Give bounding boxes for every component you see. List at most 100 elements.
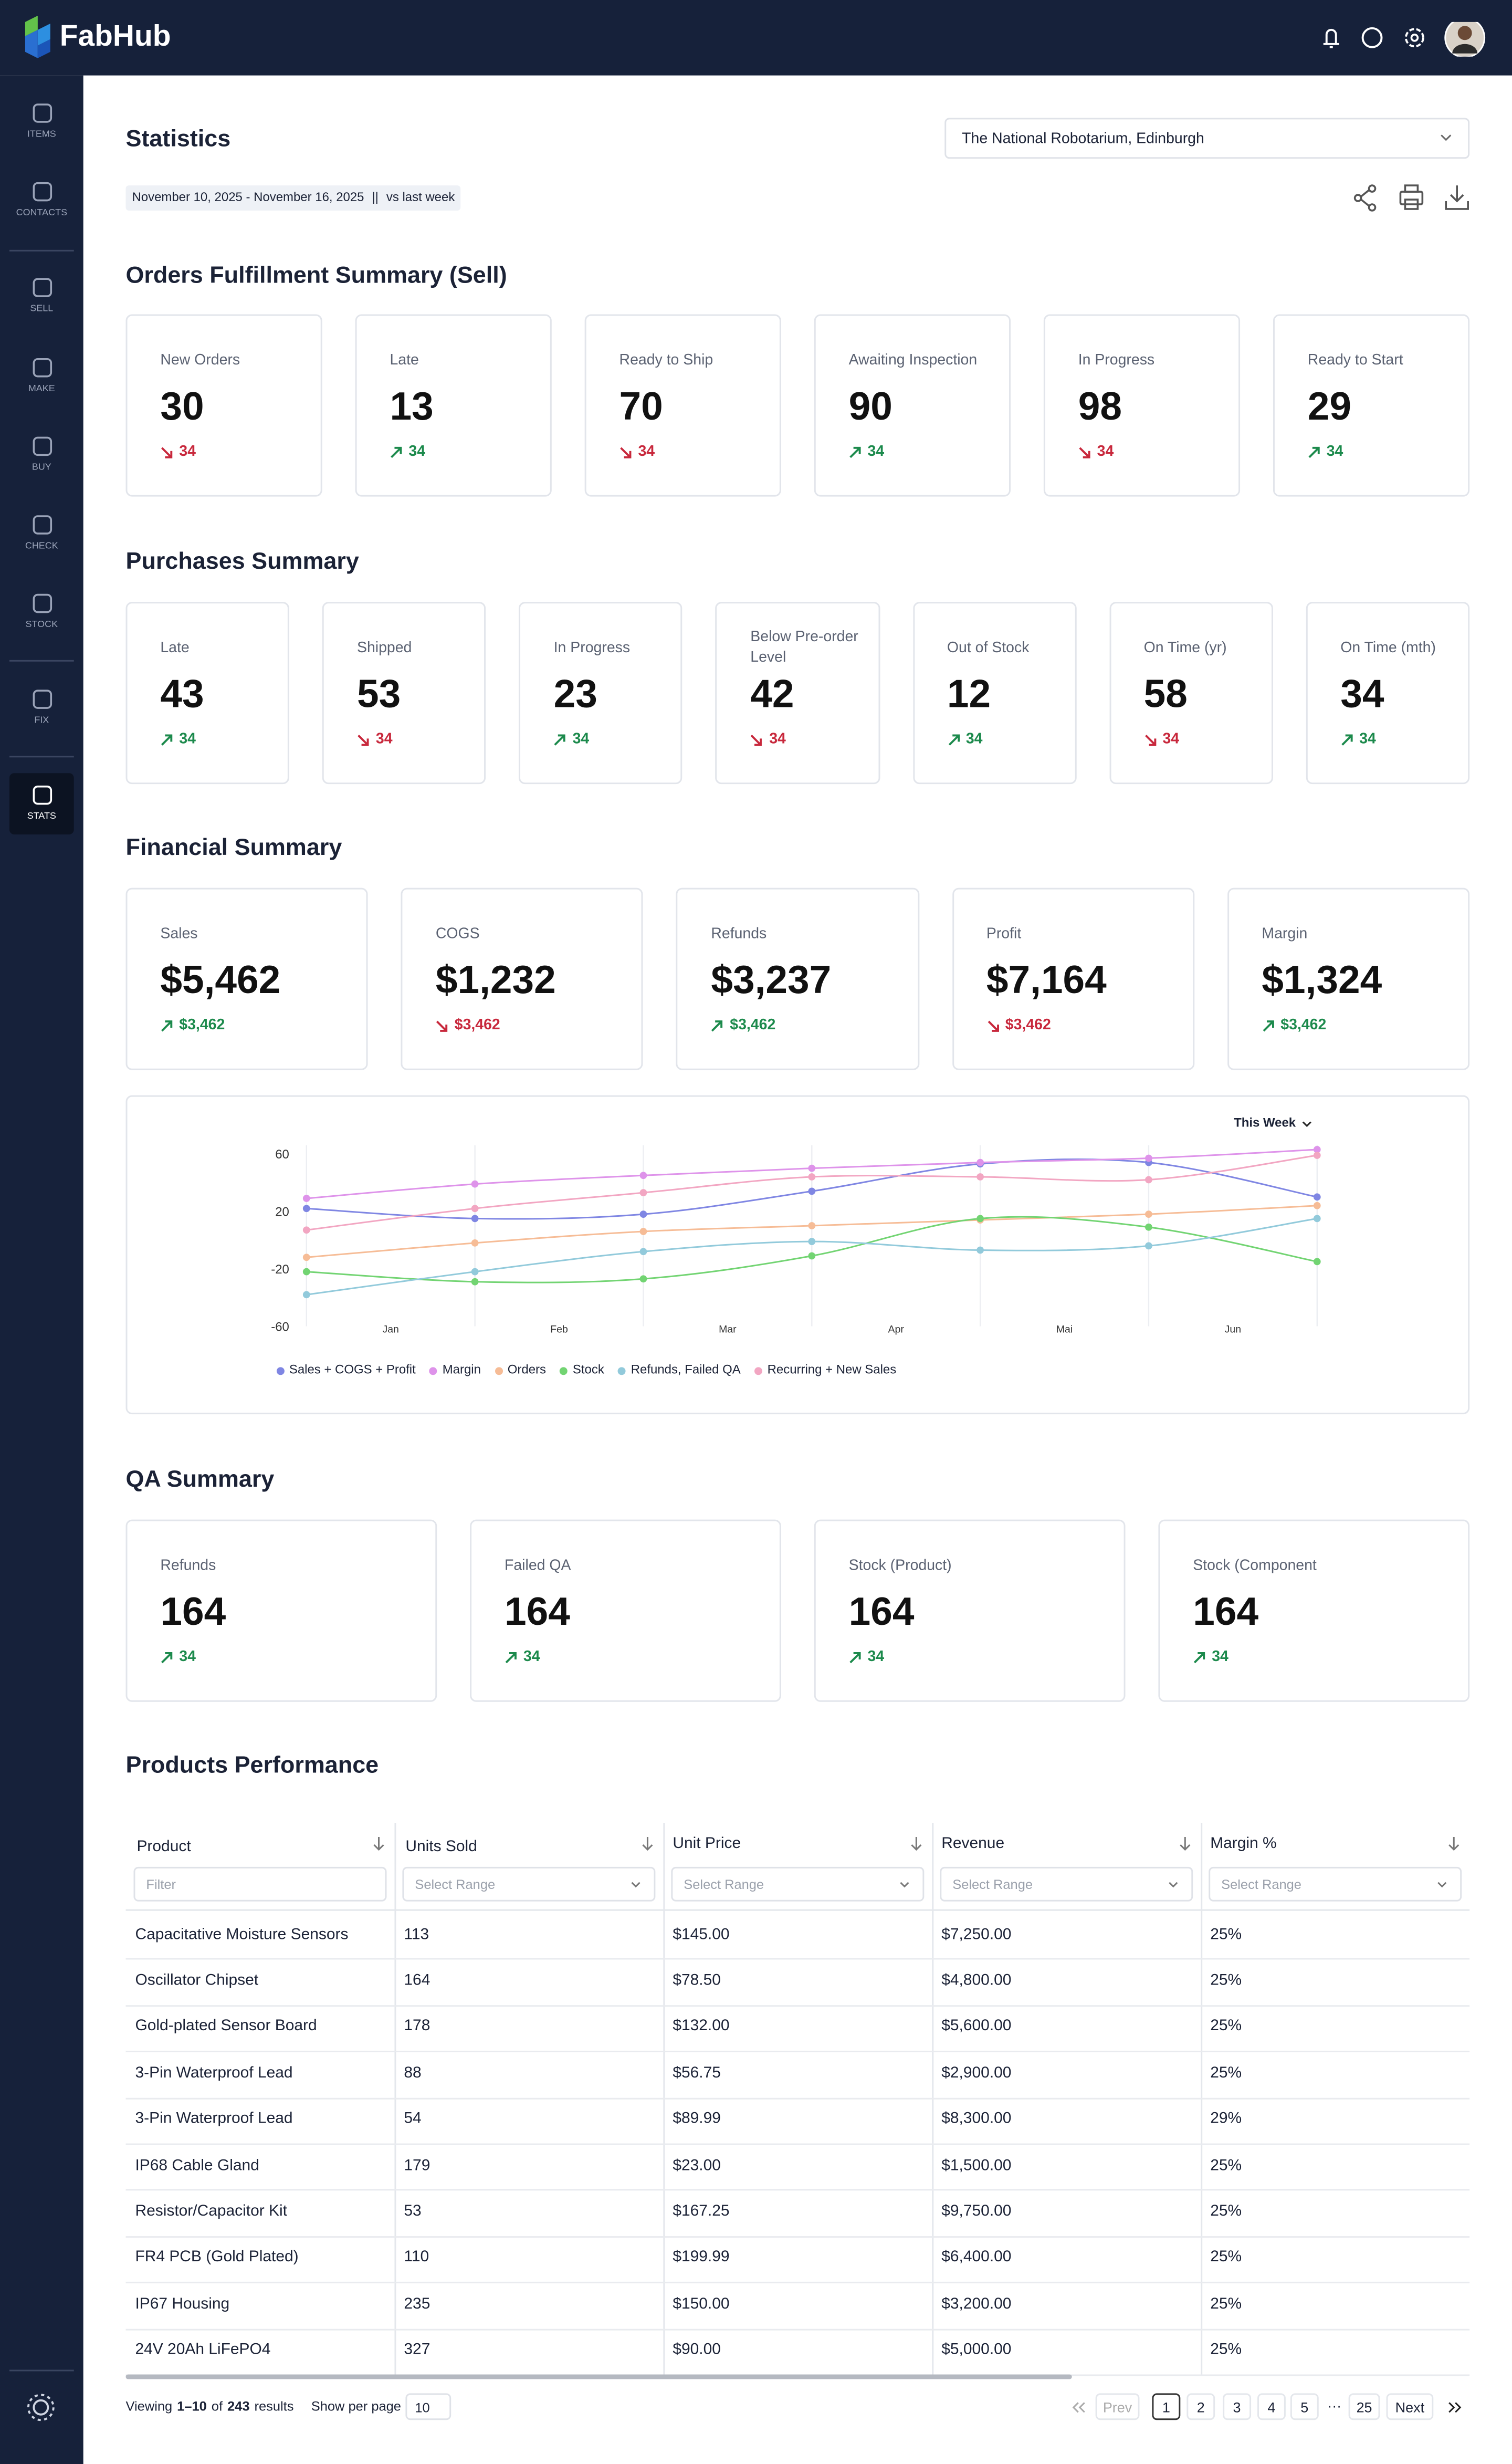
stat-value: 42	[750, 672, 794, 717]
nav-label: STOCK	[25, 620, 58, 630]
arrow	[642, 1837, 653, 1851]
page-jump[interactable]	[1441, 2393, 1469, 2420]
table-cell: 113	[404, 1926, 429, 1944]
nav-icon	[33, 436, 52, 456]
stat-value: 98	[1078, 385, 1122, 429]
page-jump[interactable]	[1064, 2393, 1093, 2420]
download-icon[interactable]	[1445, 185, 1469, 210]
page-button[interactable]: 1	[1152, 2393, 1181, 2420]
change-value: $3,462	[454, 1017, 500, 1034]
trend-arrow	[711, 1020, 723, 1032]
divider	[9, 660, 74, 662]
nav-item[interactable]: STATS	[9, 773, 74, 834]
filter-input[interactable]: Select Range	[940, 1866, 1193, 1902]
nav-item[interactable]: CHECK	[9, 503, 74, 565]
sun-rays	[27, 2394, 55, 2421]
sun	[33, 2399, 49, 2416]
print-icon[interactable]	[1399, 184, 1424, 210]
filter-input[interactable]: Select Range	[402, 1866, 656, 1902]
stat-card: In Progress 98 34	[1043, 314, 1241, 497]
stat-label: Ready to Start	[1307, 351, 1403, 369]
data-point	[639, 1248, 647, 1256]
date-bar: November 10, 2025 - November 16, 2025 ||…	[125, 185, 461, 211]
stat-card: Below Pre-order Level 42 34	[716, 602, 880, 785]
data-point	[1313, 1146, 1321, 1153]
trend-arrow	[161, 1020, 173, 1032]
change-value: $3,462	[730, 1017, 776, 1034]
theme-icon[interactable]	[25, 2392, 57, 2423]
data-point	[471, 1239, 479, 1247]
stat-change: 34	[849, 443, 884, 462]
stat-label: Awaiting Inspection	[848, 351, 978, 369]
column-header: Units Sold	[405, 1839, 477, 1856]
filter-input[interactable]: Select Range	[671, 1866, 925, 1902]
data-point	[808, 1164, 816, 1172]
icon-shape	[33, 515, 52, 535]
trend-arrow	[358, 735, 369, 746]
stat-change: 34	[1308, 443, 1343, 462]
nav-item[interactable]: CONTACTS	[9, 170, 74, 231]
nav-item[interactable]: STOCK	[9, 581, 74, 643]
stat-change: 34	[357, 730, 393, 749]
help-icon[interactable]	[1361, 27, 1383, 48]
nav-item[interactable]: ITEMS	[9, 91, 74, 153]
table-cell: $23.00	[673, 2157, 721, 2174]
arrow	[1180, 1837, 1191, 1851]
legend-label: Sales + COGS + Profit	[289, 1362, 416, 1377]
nav-item[interactable]: FIX	[9, 677, 74, 739]
trend-arrow	[161, 1652, 173, 1664]
prev-button[interactable]: Prev	[1095, 2393, 1140, 2420]
data-point	[1145, 1154, 1152, 1162]
nav-item[interactable]: BUY	[9, 424, 74, 486]
arrow	[161, 1020, 173, 1032]
x-tick-label: Apr	[888, 1324, 905, 1335]
change-value: $3,462	[1280, 1017, 1327, 1034]
arrow	[849, 446, 861, 458]
change-value: 34	[1212, 1648, 1228, 1666]
legend-swatch	[618, 1366, 626, 1374]
per-page-select[interactable]: 10	[405, 2393, 452, 2420]
settings-icon[interactable]	[1404, 28, 1424, 48]
page-button[interactable]: 25	[1348, 2393, 1380, 2420]
page-button[interactable]: 4	[1257, 2393, 1286, 2420]
table-cell: 25%	[1210, 1926, 1242, 1944]
legend-label: Orders	[507, 1362, 547, 1377]
stat-value: 43	[160, 672, 204, 717]
page-button[interactable]: 3	[1223, 2393, 1252, 2420]
table-rule	[125, 2328, 1470, 2330]
divider	[9, 249, 74, 252]
section-title: Orders Fulfillment Summary (Sell)	[125, 262, 507, 289]
stat-change: $3,462	[1262, 1017, 1326, 1036]
filter-input[interactable]: Filter	[133, 1866, 387, 1902]
nav-item[interactable]: SELL	[9, 266, 74, 327]
table-cell: $5,000.00	[941, 2341, 1012, 2359]
arrow	[391, 446, 402, 458]
bell-icon[interactable]	[1323, 28, 1339, 48]
section-title: Financial Summary	[125, 834, 342, 861]
page-button[interactable]: 5	[1290, 2393, 1319, 2420]
stat-card: On Time (yr) 58 34	[1109, 602, 1273, 785]
page-button[interactable]: 2	[1186, 2393, 1215, 2420]
nav-icon	[33, 515, 52, 535]
x-tick-label: Jan	[383, 1324, 399, 1335]
change-value: 34	[965, 730, 983, 748]
line-chart: -60 -20 20 60 Jan Feb Mar Apr Mai Jun	[271, 1145, 1321, 1335]
x-tick-label: Mar	[719, 1324, 737, 1335]
stat-change: 34	[160, 1648, 196, 1667]
table-cell: 327	[404, 2341, 430, 2359]
stat-card: Shipped 53 34	[322, 602, 486, 785]
location-select[interactable]: The National Robotarium, Edinburgh	[944, 118, 1470, 159]
nav-icon	[33, 690, 52, 709]
nav-label: FIX	[34, 716, 49, 726]
table-cell: Oscillator Chipset	[135, 1972, 259, 1989]
filter-input[interactable]: Select Range	[1209, 1866, 1462, 1902]
data-point	[302, 1268, 310, 1276]
range-select[interactable]: This Week	[1234, 1116, 1313, 1132]
stat-value: 164	[504, 1590, 570, 1635]
stat-label: Late	[390, 351, 419, 369]
nav-item[interactable]: MAKE	[9, 346, 74, 407]
next-button[interactable]: Next	[1386, 2393, 1434, 2420]
brand: FabHub	[59, 20, 171, 54]
share-icon[interactable]	[1353, 184, 1377, 212]
